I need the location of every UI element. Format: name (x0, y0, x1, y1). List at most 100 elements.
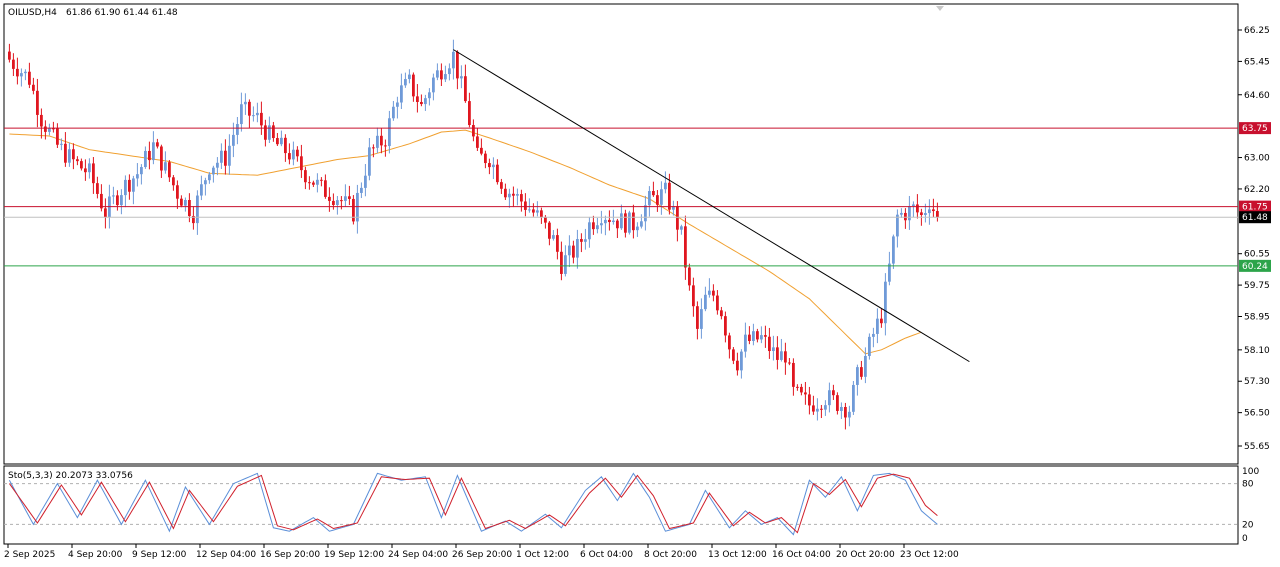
candle-bear[interactable] (768, 336, 771, 352)
candle-bear[interactable] (80, 161, 83, 169)
candle-bear[interactable] (684, 226, 687, 268)
candle-bull[interactable] (88, 163, 91, 173)
candle-bear[interactable] (104, 208, 107, 218)
candle-bear[interactable] (324, 180, 327, 197)
candle-bull[interactable] (856, 367, 859, 385)
candle-bull[interactable] (388, 118, 391, 147)
candle-bull[interactable] (360, 187, 363, 193)
candle-bull[interactable] (132, 178, 135, 192)
candle-bear[interactable] (624, 213, 627, 233)
candle-bull[interactable] (244, 101, 247, 105)
candle-bull[interactable] (824, 405, 827, 410)
candle-bull[interactable] (48, 128, 51, 132)
candle-bull[interactable] (908, 206, 911, 221)
candle-bear[interactable] (472, 125, 475, 137)
candle-bear[interactable] (616, 220, 619, 229)
candle-bear[interactable] (560, 251, 563, 274)
candle-bear[interactable] (304, 170, 307, 183)
candle-bear[interactable] (800, 386, 803, 393)
candle-bear[interactable] (844, 406, 847, 418)
candle-bear[interactable] (296, 149, 299, 157)
candle-bull[interactable] (452, 51, 455, 69)
candle-bear[interactable] (732, 349, 735, 361)
candle-bull[interactable] (868, 336, 871, 356)
candle-bear[interactable] (384, 145, 387, 147)
candle-bull[interactable] (428, 92, 431, 99)
candle-bear[interactable] (556, 235, 559, 252)
candle-bear[interactable] (592, 222, 595, 230)
candle-bear[interactable] (904, 212, 907, 221)
candle-bull[interactable] (864, 355, 867, 377)
candle-bear[interactable] (380, 135, 383, 146)
candle-bull[interactable] (876, 318, 879, 334)
candle-bear[interactable] (308, 182, 311, 184)
candle-bull[interactable] (516, 194, 519, 196)
candle-bull[interactable] (376, 135, 379, 148)
candle-bull[interactable] (356, 192, 359, 222)
candle-bull[interactable] (828, 390, 831, 406)
candle-bear[interactable] (496, 164, 499, 183)
candle-bull[interactable] (708, 290, 711, 295)
candle-bear[interactable] (260, 112, 263, 126)
candle-bear[interactable] (16, 68, 19, 77)
candle-bull[interactable] (896, 214, 899, 237)
candle-bear[interactable] (192, 216, 195, 224)
candle-bull[interactable] (144, 150, 147, 168)
candle-bear[interactable] (32, 84, 35, 91)
candle-bear[interactable] (44, 126, 47, 132)
candle-bull[interactable] (508, 193, 511, 198)
candle-bear[interactable] (56, 128, 59, 145)
candle-bull[interactable] (604, 219, 607, 224)
candle-bear[interactable] (532, 209, 535, 213)
candle-bull[interactable] (740, 351, 743, 371)
candle-bear[interactable] (172, 177, 175, 186)
candle-bull[interactable] (600, 223, 603, 226)
candle-bull[interactable] (492, 164, 495, 168)
candle-bear[interactable] (440, 70, 443, 80)
candle-bull[interactable] (460, 76, 463, 79)
candle-bear[interactable] (808, 394, 811, 406)
candle-bear[interactable] (720, 310, 723, 317)
candle-bear[interactable] (776, 347, 779, 360)
candle-bear[interactable] (932, 209, 935, 212)
candle-bear[interactable] (284, 137, 287, 154)
candle-bear[interactable] (880, 318, 883, 324)
candle-bull[interactable] (196, 195, 199, 224)
candle-bull[interactable] (816, 408, 819, 412)
candle-bear[interactable] (716, 295, 719, 311)
candle-bear[interactable] (464, 76, 467, 102)
candle-bull[interactable] (612, 220, 615, 223)
candle-bear[interactable] (92, 163, 95, 184)
candle-bull[interactable] (584, 239, 587, 242)
candle-bull[interactable] (164, 162, 167, 171)
candle-bear[interactable] (920, 212, 923, 215)
candle-bull[interactable] (640, 221, 643, 227)
candle-bear[interactable] (520, 194, 523, 202)
candle-bear[interactable] (176, 185, 179, 199)
candle-bull[interactable] (280, 137, 283, 145)
candle-bull[interactable] (924, 213, 927, 215)
candle-bull[interactable] (216, 162, 219, 168)
candle-bear[interactable] (264, 125, 267, 140)
candle-bear[interactable] (696, 306, 699, 329)
candle-bull[interactable] (588, 222, 591, 240)
candle-bear[interactable] (36, 90, 39, 115)
candle-bear[interactable] (544, 217, 547, 223)
candle-bear[interactable] (788, 362, 791, 364)
candle-bull[interactable] (204, 180, 207, 185)
candle-bear[interactable] (416, 96, 419, 102)
candle-bear[interactable] (820, 408, 823, 410)
candle-bear[interactable] (456, 51, 459, 79)
candle-bear[interactable] (836, 395, 839, 411)
price-panel[interactable] (3, 3, 1239, 465)
candle-bull[interactable] (112, 195, 115, 197)
candle-bull[interactable] (396, 102, 399, 107)
candle-bull[interactable] (760, 335, 763, 340)
candle-bear[interactable] (300, 156, 303, 171)
candle-bear[interactable] (352, 198, 355, 222)
candle-bull[interactable] (444, 74, 447, 80)
candle-bear[interactable] (804, 392, 807, 395)
candle-bull[interactable] (424, 98, 427, 105)
candle-bull[interactable] (552, 235, 555, 239)
